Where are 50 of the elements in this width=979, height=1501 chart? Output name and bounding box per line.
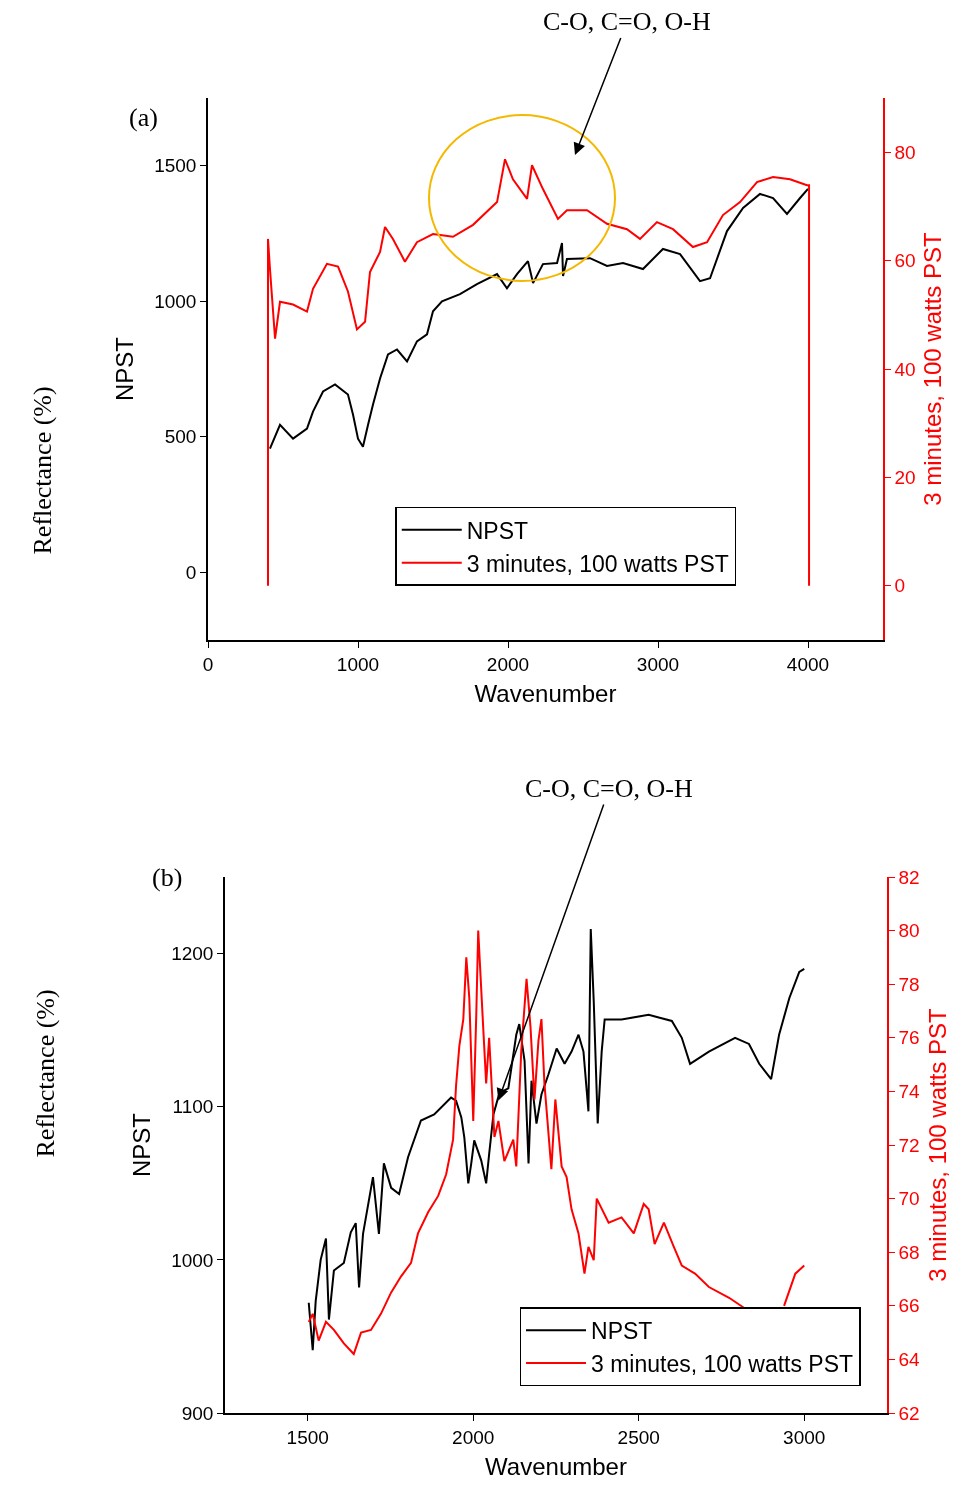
x-tick-label: 1000 [336, 653, 380, 675]
text: (b) [152, 863, 183, 892]
y2-tick-label: 76 [898, 1027, 920, 1049]
x-tick-label: 4000 [786, 653, 830, 675]
y2-tick-label: 64 [898, 1349, 921, 1371]
x-axis-title: Wavenumber [485, 1453, 627, 1481]
x-tick-label: 1500 [286, 1426, 329, 1448]
y-axis-title: NPST [110, 336, 138, 402]
y2-tick-label: 66 [898, 1295, 920, 1317]
y2-axis-title: 3 minutes, 100 watts PST [923, 1007, 951, 1282]
y2-tick-label: 60 [894, 250, 916, 272]
y2-tick-label: 62 [898, 1402, 920, 1424]
x-axis-title: Wavenumber [474, 680, 617, 708]
text: C-O, C=O, O-H [543, 7, 711, 36]
y2-tick-label: 70 [898, 1188, 920, 1210]
legend-label: 3 minutes, 100 watts PST [466, 550, 729, 577]
y-tick-label: 1000 [154, 290, 197, 312]
y2-tick-label: 68 [898, 1241, 920, 1263]
y-tick-label: 1500 [154, 155, 197, 177]
text: Reflectance (%) [27, 386, 57, 555]
legend-label: NPST [466, 517, 529, 544]
y2-tick-label: 72 [898, 1134, 920, 1156]
y-tick-label: 900 [181, 1402, 214, 1424]
y2-tick-label: 78 [898, 973, 920, 995]
y2-tick-label: 20 [894, 467, 916, 489]
y2-axis-title: 3 minutes, 100 watts PST [919, 231, 947, 506]
annotation: C-O, C=O, O-H [525, 774, 693, 803]
x-tick-label: 3000 [636, 653, 680, 675]
x-tick-label: 2000 [452, 1426, 495, 1448]
y2-tick-label: 40 [894, 358, 916, 380]
line-series [267, 158, 811, 587]
line-series [268, 187, 809, 450]
y-tick-label: 1200 [171, 943, 214, 965]
x-tick-label: 2000 [486, 653, 530, 675]
x-tick-label: 3000 [783, 1426, 826, 1448]
y-axis-title: NPST [127, 1112, 155, 1178]
text: (a) [129, 103, 158, 132]
y-tick-label: 0 [185, 561, 197, 583]
y2-tick-label: 74 [898, 1081, 921, 1103]
y2-tick-label: 82 [898, 866, 920, 888]
x-tick-label: 2500 [617, 1426, 660, 1448]
y-tick-label: 1000 [171, 1249, 214, 1271]
legend-label: 3 minutes, 100 watts PST [591, 1351, 854, 1378]
y-tick-label: 1100 [172, 1096, 214, 1118]
y2-tick-label: 80 [898, 920, 920, 942]
y2-tick-label: 0 [894, 575, 906, 597]
text: Reflectance (%) [30, 989, 60, 1158]
y2-tick-label: 80 [894, 141, 916, 163]
y-tick-label: 500 [164, 426, 197, 448]
legend-label: NPST [591, 1318, 653, 1345]
